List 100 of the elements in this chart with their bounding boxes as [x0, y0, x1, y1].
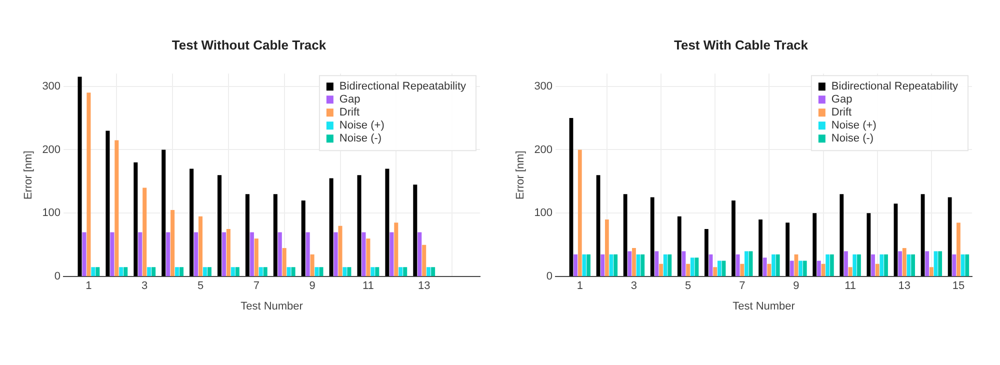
- bar: [574, 254, 578, 276]
- bar: [362, 232, 366, 276]
- bar: [690, 258, 694, 276]
- bar: [632, 248, 636, 276]
- bar: [772, 254, 776, 276]
- bar: [934, 251, 938, 276]
- bar: [920, 194, 925, 276]
- bar: [840, 194, 844, 276]
- bar: [194, 232, 198, 276]
- y-tick-label: 200: [534, 144, 553, 156]
- bar: [286, 267, 291, 276]
- bar: [86, 92, 91, 276]
- x-tick-label: 1: [86, 280, 92, 292]
- bar: [640, 254, 645, 276]
- bar: [390, 232, 394, 276]
- legend-label: Noise (+): [831, 120, 876, 132]
- bar: [235, 267, 240, 276]
- x-tick-label: 11: [362, 280, 374, 292]
- bar: [114, 140, 119, 276]
- bar: [138, 232, 142, 276]
- bar: [110, 232, 114, 276]
- bar: [826, 254, 830, 276]
- legend-label: Noise (-): [831, 132, 874, 145]
- bar: [230, 267, 235, 276]
- bar: [790, 260, 794, 276]
- bar: [218, 175, 222, 276]
- bar: [880, 254, 884, 276]
- bar: [96, 267, 100, 276]
- bar: [314, 267, 319, 276]
- bar: [802, 260, 807, 276]
- bar: [226, 229, 230, 276]
- bar: [142, 188, 147, 276]
- legend-label: Gap: [339, 94, 360, 106]
- bar: [600, 254, 605, 276]
- bar: [319, 267, 324, 276]
- x-tick-label: 7: [253, 280, 260, 292]
- bar: [848, 267, 852, 276]
- legend-label: Bidirectional Repeatability: [339, 80, 466, 93]
- bar: [385, 168, 390, 276]
- bar: [776, 254, 780, 276]
- bar: [816, 260, 821, 276]
- bar: [222, 232, 226, 276]
- bar: [722, 260, 726, 276]
- bar: [147, 267, 152, 276]
- bar: [375, 267, 380, 276]
- bar: [677, 216, 682, 276]
- x-tick-label: 5: [197, 280, 204, 292]
- bar: [798, 260, 802, 276]
- bar: [418, 232, 422, 276]
- bar: [628, 251, 632, 276]
- bar: [82, 232, 86, 276]
- x-tick-label: 9: [309, 280, 316, 292]
- bar: [857, 254, 861, 276]
- bar: [106, 130, 110, 276]
- bar: [258, 267, 263, 276]
- bar: [894, 204, 898, 276]
- bar: [278, 232, 282, 276]
- bar: [844, 251, 848, 276]
- bar: [767, 264, 772, 276]
- bar: [654, 251, 659, 276]
- bar: [686, 264, 690, 276]
- bar: [713, 267, 718, 276]
- bar: [663, 254, 668, 276]
- bar: [198, 216, 203, 276]
- bar: [273, 194, 278, 276]
- bar: [370, 267, 375, 276]
- bar: [925, 251, 930, 276]
- bar: [586, 254, 590, 276]
- x-tick-label: 5: [684, 280, 692, 292]
- bar: [965, 254, 970, 276]
- legend-label: Gap: [831, 94, 852, 106]
- bar: [786, 222, 790, 276]
- bar: [948, 197, 952, 276]
- bar: [732, 200, 736, 276]
- bar: [301, 200, 306, 276]
- bar: [852, 254, 857, 276]
- bar: [604, 220, 609, 276]
- bar: [334, 232, 338, 276]
- x-tick-label: 13: [898, 280, 911, 292]
- bar: [682, 251, 686, 276]
- bar: [898, 251, 902, 276]
- legend-label: Drift: [339, 106, 360, 119]
- chart-title: Test With Cable Track: [674, 37, 809, 52]
- bar: [762, 258, 767, 276]
- bar: [306, 232, 310, 276]
- legend-label: Drift: [831, 106, 852, 119]
- bar: [956, 222, 960, 276]
- x-axis-title: Test Number: [240, 300, 304, 312]
- y-tick-label: 300: [42, 80, 61, 92]
- bar: [668, 254, 672, 276]
- bar: [78, 76, 82, 276]
- bar: [91, 267, 96, 276]
- bar: [744, 251, 748, 276]
- bar: [175, 267, 180, 276]
- y-tick-label: 0: [546, 270, 553, 283]
- y-axis-title: Error [nm]: [514, 150, 527, 200]
- bar: [207, 267, 212, 276]
- x-tick-label: 1: [576, 280, 583, 292]
- bar: [569, 118, 574, 276]
- bar: [152, 267, 156, 276]
